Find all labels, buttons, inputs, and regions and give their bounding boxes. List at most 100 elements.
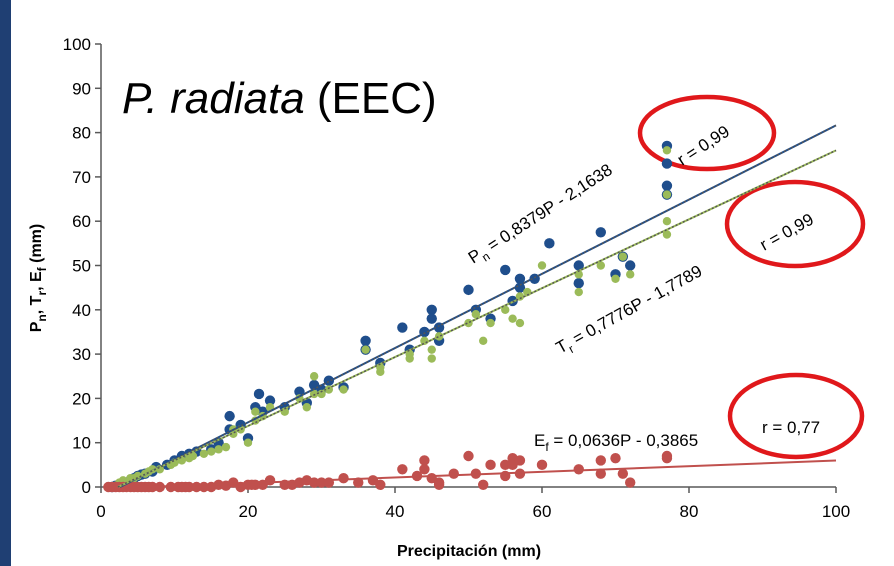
point-pn [661, 158, 673, 169]
highlight-ring [727, 372, 865, 460]
chart-title: P. radiata (EEC) [122, 74, 437, 123]
point-tr [339, 385, 348, 394]
point-pn [573, 278, 584, 289]
point-tr [199, 449, 209, 458]
point-pn [514, 273, 526, 284]
point-ef [397, 464, 408, 475]
point-pn [514, 282, 526, 293]
y-tick-label: 40 [72, 301, 91, 320]
y-tick-label: 80 [72, 124, 91, 143]
point-tr [515, 318, 525, 328]
point-tr [662, 217, 672, 226]
point-tr [662, 146, 672, 155]
point-tr [611, 274, 620, 283]
point-pn [573, 260, 584, 271]
point-tr [508, 314, 517, 323]
point-tr [479, 336, 488, 346]
r-label-tr: r = 0,99 [757, 210, 817, 255]
point-pn [625, 260, 636, 271]
y-tick-label: 60 [72, 212, 91, 231]
y-tick-label: 50 [72, 257, 91, 276]
point-ef [617, 468, 629, 479]
y-tick-label: 70 [72, 168, 91, 187]
r-label-pn: r = 0,99 [674, 122, 733, 170]
point-pn [500, 264, 511, 276]
point-ef [419, 455, 430, 466]
trendline-tr-dotted [117, 149, 837, 488]
point-pn [264, 395, 276, 406]
point-pn [253, 388, 265, 400]
point-tr [471, 310, 481, 319]
point-tr [618, 252, 628, 261]
point-ef [448, 468, 459, 479]
x-tick-label: 40 [386, 502, 405, 521]
highlight-rings [637, 94, 866, 460]
y-tick-label: 10 [72, 434, 91, 453]
trendline-ef [145, 459, 837, 488]
y-tick-label: 30 [72, 345, 91, 364]
point-ef [338, 472, 349, 484]
y-tick-label: 100 [63, 35, 91, 54]
chart-title-species: P. radiata [122, 74, 305, 123]
point-ef [661, 453, 673, 464]
point-pn [595, 227, 606, 238]
point-tr [207, 447, 216, 456]
point-ef [264, 475, 276, 486]
point-ef [478, 479, 489, 490]
point-tr [361, 345, 370, 354]
point-ef [463, 450, 474, 462]
r-label-ef: r = 0,77 [762, 418, 820, 437]
point-tr [302, 403, 311, 412]
point-pn [224, 410, 235, 422]
point-ef [595, 455, 606, 466]
highlight-ring [724, 179, 866, 269]
point-ef [595, 468, 606, 479]
point-ef [514, 468, 526, 479]
x-tick-label: 60 [533, 502, 552, 521]
point-tr [251, 407, 260, 416]
point-pn [397, 322, 408, 333]
point-pn [661, 180, 673, 191]
tick-labels: 0 10 20 30 40 50 60 70 80 90 100 0 20 40 60 80 100 [63, 35, 851, 521]
chart-title-suffix: (EEC) [305, 74, 437, 123]
trend-lines [117, 124, 837, 488]
point-ef [485, 459, 496, 471]
equation-pn: Pn = 0,8379P - 2,1638 [465, 160, 618, 271]
highlight-ring [637, 94, 777, 172]
equation-ef: Ef = 0,0636P - 0,3865 [534, 431, 698, 454]
point-tr [662, 230, 672, 239]
point-ef [573, 464, 584, 475]
x-tick-label: 20 [239, 502, 258, 521]
point-ef [375, 479, 386, 490]
point-pn [426, 313, 437, 324]
point-pn [544, 238, 555, 249]
point-ef [625, 477, 636, 488]
y-tick-label: 90 [72, 79, 91, 98]
y-axis-label: Pn, Tr, Ef (mm) [28, 224, 49, 332]
x-tick-label: 80 [680, 502, 699, 521]
point-ef [353, 477, 364, 488]
point-tr [626, 270, 635, 279]
point-tr [427, 354, 436, 363]
point-ef [419, 464, 430, 475]
point-tr [309, 372, 319, 381]
point-tr [537, 261, 547, 270]
x-tick-label: 100 [822, 502, 850, 521]
point-tr [214, 445, 223, 454]
point-pn [463, 284, 474, 296]
x-tick-label: 0 [96, 502, 105, 521]
point-tr [501, 305, 510, 314]
point-ef [514, 455, 526, 466]
point-tr [427, 345, 436, 354]
point-pn [426, 304, 437, 315]
point-pn [360, 335, 371, 347]
y-tick-label: 20 [72, 389, 91, 408]
point-tr [243, 438, 253, 447]
point-tr [221, 442, 231, 452]
point-tr [662, 190, 672, 199]
point-ef [536, 459, 548, 471]
point-ef [610, 453, 621, 464]
trendline-pn-dotted [119, 124, 837, 488]
x-axis-label: Precipitación (mm) [397, 543, 541, 560]
